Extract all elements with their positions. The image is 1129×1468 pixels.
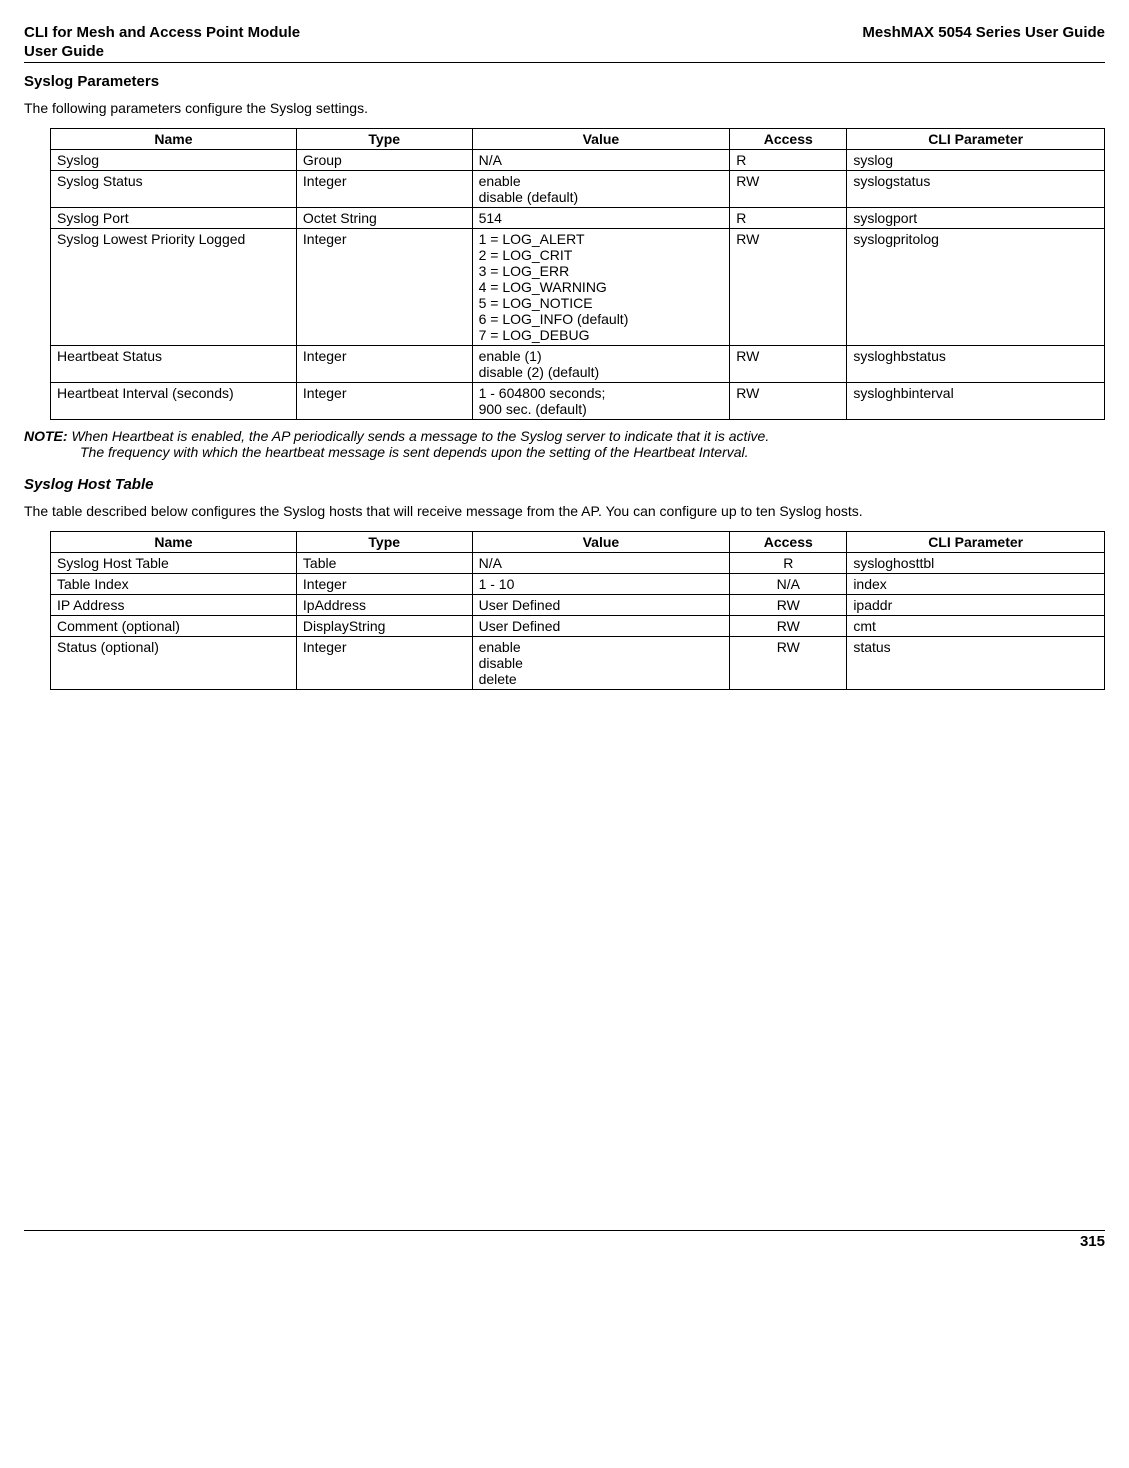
cell-value: N/A xyxy=(472,150,730,171)
table-row: Syslog Host TableTableN/ARsysloghosttbl xyxy=(51,553,1105,574)
table-row: Comment (optional)DisplayStringUser Defi… xyxy=(51,616,1105,637)
cell-name: Comment (optional) xyxy=(51,616,297,637)
cell-cli: sysloghosttbl xyxy=(847,553,1105,574)
cell-name: Syslog Host Table xyxy=(51,553,297,574)
col-type: Type xyxy=(296,129,472,150)
cell-type: Table xyxy=(296,553,472,574)
cell-type: Integer xyxy=(296,637,472,690)
header-divider xyxy=(24,62,1105,63)
col-value: Value xyxy=(472,532,730,553)
table-row: Syslog Lowest Priority LoggedInteger1 = … xyxy=(51,229,1105,346)
cell-access: N/A xyxy=(730,574,847,595)
header-left-line1: CLI for Mesh and Access Point Module xyxy=(24,24,300,41)
cell-name: Syslog Lowest Priority Logged xyxy=(51,229,297,346)
cell-access: R xyxy=(730,150,847,171)
header-left-line2: User Guide xyxy=(24,43,1105,60)
cell-access: RW xyxy=(730,595,847,616)
cell-access: RW xyxy=(730,171,847,208)
cell-cli: syslog xyxy=(847,150,1105,171)
col-cli: CLI Parameter xyxy=(847,532,1105,553)
cell-access: RW xyxy=(730,616,847,637)
cell-value: enabledisable (default) xyxy=(472,171,730,208)
table-row: SyslogGroupN/ARsyslog xyxy=(51,150,1105,171)
table-row: Syslog PortOctet String514Rsyslogport xyxy=(51,208,1105,229)
cell-cli: ipaddr xyxy=(847,595,1105,616)
cell-name: Status (optional) xyxy=(51,637,297,690)
cell-value: 514 xyxy=(472,208,730,229)
cell-cli: syslogport xyxy=(847,208,1105,229)
table-row: Syslog StatusIntegerenabledisable (defau… xyxy=(51,171,1105,208)
table-row: Heartbeat Interval (seconds)Integer1 - 6… xyxy=(51,383,1105,420)
col-cli: CLI Parameter xyxy=(847,129,1105,150)
cell-type: Integer xyxy=(296,574,472,595)
cell-cli: syslogstatus xyxy=(847,171,1105,208)
cell-type: DisplayString xyxy=(296,616,472,637)
cell-value: 1 - 604800 seconds;900 sec. (default) xyxy=(472,383,730,420)
cell-cli: syslogpritolog xyxy=(847,229,1105,346)
section2-title: Syslog Host Table xyxy=(24,476,1105,493)
note-line2: The frequency with which the heartbeat m… xyxy=(80,444,1105,460)
note-line1: When Heartbeat is enabled, the AP period… xyxy=(71,428,769,444)
cell-access: R xyxy=(730,553,847,574)
header-right: MeshMAX 5054 Series User Guide xyxy=(862,24,1105,41)
cell-type: Integer xyxy=(296,346,472,383)
cell-name: Syslog xyxy=(51,150,297,171)
cell-type: Integer xyxy=(296,171,472,208)
cell-type: Octet String xyxy=(296,208,472,229)
cell-type: Group xyxy=(296,150,472,171)
cell-cli: cmt xyxy=(847,616,1105,637)
note-block: NOTE: When Heartbeat is enabled, the AP … xyxy=(24,428,1105,460)
table-row: IP AddressIpAddressUser DefinedRWipaddr xyxy=(51,595,1105,616)
page-number: 315 xyxy=(24,1231,1105,1250)
cell-access: RW xyxy=(730,346,847,383)
col-access: Access xyxy=(730,129,847,150)
cell-access: RW xyxy=(730,637,847,690)
cell-value: enable (1)disable (2) (default) xyxy=(472,346,730,383)
cell-name: Heartbeat Status xyxy=(51,346,297,383)
cell-access: RW xyxy=(730,383,847,420)
cell-type: IpAddress xyxy=(296,595,472,616)
cell-name: IP Address xyxy=(51,595,297,616)
col-access: Access xyxy=(730,532,847,553)
section1-title: Syslog Parameters xyxy=(24,73,1105,90)
col-name: Name xyxy=(51,129,297,150)
cell-type: Integer xyxy=(296,383,472,420)
section1-intro: The following parameters configure the S… xyxy=(24,100,1105,116)
cell-cli: sysloghbstatus xyxy=(847,346,1105,383)
col-name: Name xyxy=(51,532,297,553)
cell-value: User Defined xyxy=(472,595,730,616)
cell-value: 1 = LOG_ALERT2 = LOG_CRIT3 = LOG_ERR4 = … xyxy=(472,229,730,346)
cell-name: Table Index xyxy=(51,574,297,595)
syslog-parameters-table: Name Type Value Access CLI Parameter Sys… xyxy=(50,128,1105,420)
cell-access: RW xyxy=(730,229,847,346)
cell-value: N/A xyxy=(472,553,730,574)
cell-type: Integer xyxy=(296,229,472,346)
cell-value: 1 - 10 xyxy=(472,574,730,595)
table-header-row: Name Type Value Access CLI Parameter xyxy=(51,532,1105,553)
col-type: Type xyxy=(296,532,472,553)
cell-cli: index xyxy=(847,574,1105,595)
col-value: Value xyxy=(472,129,730,150)
cell-name: Syslog Port xyxy=(51,208,297,229)
cell-cli: sysloghbinterval xyxy=(847,383,1105,420)
footer: 315 xyxy=(24,1230,1105,1250)
cell-name: Syslog Status xyxy=(51,171,297,208)
table-row: Heartbeat StatusIntegerenable (1)disable… xyxy=(51,346,1105,383)
cell-access: R xyxy=(730,208,847,229)
note-label: NOTE: xyxy=(24,428,68,444)
syslog-host-table: Name Type Value Access CLI Parameter Sys… xyxy=(50,531,1105,690)
cell-value: enabledisabledelete xyxy=(472,637,730,690)
table-row: Status (optional)Integerenabledisabledel… xyxy=(51,637,1105,690)
section2-intro: The table described below configures the… xyxy=(24,503,1105,519)
cell-cli: status xyxy=(847,637,1105,690)
table-header-row: Name Type Value Access CLI Parameter xyxy=(51,129,1105,150)
cell-name: Heartbeat Interval (seconds) xyxy=(51,383,297,420)
table-row: Table IndexInteger1 - 10N/Aindex xyxy=(51,574,1105,595)
cell-value: User Defined xyxy=(472,616,730,637)
